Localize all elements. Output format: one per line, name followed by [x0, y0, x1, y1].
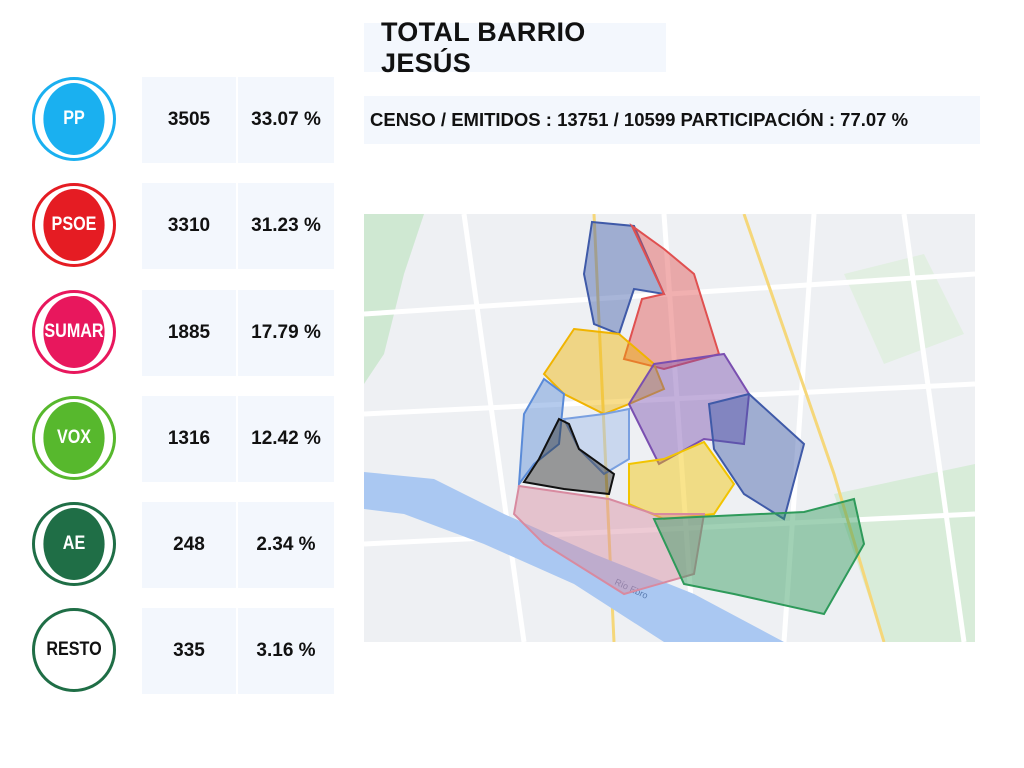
street-lines: [364, 214, 975, 642]
party-logo: SUMAR: [32, 290, 116, 374]
party-votes: 335: [142, 608, 236, 694]
party-percent: 17.79 %: [238, 290, 334, 376]
section-polygon[interactable]: [652, 497, 866, 616]
party-logo-fill: VOX: [43, 402, 105, 474]
map-svg: Río Ebro: [364, 214, 975, 642]
party-votes: 3310: [142, 183, 236, 269]
district-map[interactable]: Río Ebro: [364, 214, 975, 642]
party-votes: 1885: [142, 290, 236, 376]
party-row-pp: PP 3505 33.07 %: [32, 77, 334, 163]
party-votes: 3505: [142, 77, 236, 163]
party-name: PSOE: [51, 214, 97, 235]
party-logo: PP: [32, 77, 116, 161]
party-name: PP: [63, 108, 85, 129]
party-logo-fill: PP: [43, 83, 105, 155]
section-polygon[interactable]: [522, 417, 616, 496]
party-row-resto: RESTO 335 3.16 %: [32, 608, 334, 694]
census-summary: CENSO / EMITIDOS : 13751 / 10599 PARTICI…: [370, 109, 909, 130]
party-votes: 248: [142, 502, 236, 588]
section-polygon[interactable]: [627, 352, 751, 466]
party-logo-fill: PSOE: [43, 189, 105, 261]
party-logo: RESTO: [32, 608, 116, 692]
section-polygon[interactable]: [707, 392, 806, 521]
party-row-psoe: PSOE 3310 31.23 %: [32, 183, 334, 269]
title-box: TOTAL BARRIO JESÚS: [364, 17, 666, 78]
party-row-sumar: SUMAR 1885 17.79 %: [32, 290, 334, 376]
party-row-vox: VOX 1316 12.42 %: [32, 396, 334, 482]
section-polygon[interactable]: [512, 484, 706, 596]
party-logo: VOX: [32, 396, 116, 480]
river: [364, 472, 784, 642]
section-polygon[interactable]: [622, 222, 721, 371]
party-percent: 33.07 %: [238, 77, 334, 163]
party-percent: 31.23 %: [238, 183, 334, 269]
page-title: TOTAL BARRIO JESÚS: [381, 16, 586, 78]
party-logo: PSOE: [32, 183, 116, 267]
party-name: VOX: [56, 427, 92, 448]
party-name: AE: [62, 533, 86, 554]
party-logo-fill: AE: [43, 508, 105, 580]
party-votes: 1316: [142, 396, 236, 482]
section-polygon[interactable]: [517, 377, 566, 488]
census-sections: [512, 220, 866, 616]
park-area: [364, 214, 424, 384]
party-percent: 3.16 %: [238, 608, 334, 694]
summary-box: CENSO / EMITIDOS : 13751 / 10599 PARTICI…: [364, 96, 980, 144]
party-name: RESTO: [46, 639, 102, 660]
party-logo-fill: SUMAR: [43, 296, 105, 368]
party-percent: 12.42 %: [238, 396, 334, 482]
party-percent: 2.34 %: [238, 502, 334, 588]
party-name: SUMAR: [44, 321, 104, 342]
party-logo: AE: [32, 502, 116, 586]
party-row-ae: AE 248 2.34 %: [32, 502, 334, 588]
party-logo-fill: RESTO: [43, 614, 105, 686]
section-polygon[interactable]: [628, 440, 736, 521]
